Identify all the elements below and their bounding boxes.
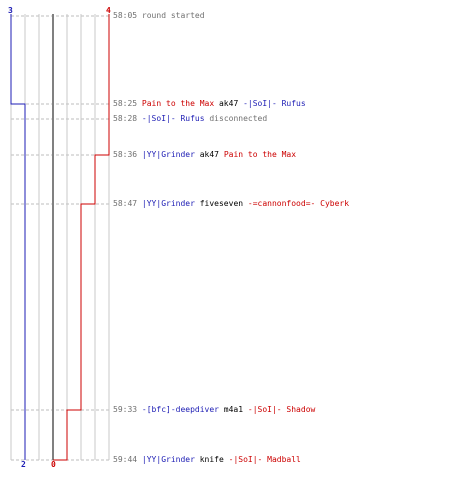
event-text-part: -=cannonfood=- Cyberk (247, 199, 350, 208)
event-time: 59:33 (113, 405, 138, 414)
event-text-part: m4a1 (218, 405, 248, 414)
red-start-count: 4 (106, 6, 111, 15)
event-text-part: ak47 (214, 99, 244, 108)
blue-team-line (10, 14, 26, 460)
blue-end-count: 2 (21, 460, 26, 469)
event-time: 58:05 (113, 11, 138, 20)
event-text-part: |YY|Grinder (141, 455, 195, 464)
event-text-part: knife (194, 455, 229, 464)
event-text-part: -|SoI|- Madball (228, 455, 301, 464)
red-team-line (53, 14, 110, 461)
event-time: 58:36 (113, 150, 138, 159)
event-time: 58:25 (113, 99, 138, 108)
event-text-part: disconnected (204, 114, 268, 123)
event-text-part: fiveseven (194, 199, 248, 208)
event-row: 58:25 Pain to the Max ak47 -|SoI|- Rufus (113, 98, 306, 110)
red-end-count: 0 (51, 460, 56, 469)
event-row: 59:33 -[bfc]-deepdiver m4a1 -|SoI|- Shad… (113, 404, 315, 416)
event-time: 58:47 (113, 199, 138, 208)
event-row: 58:05 round started (113, 10, 205, 22)
event-text-part: |YY|Grinder (141, 199, 195, 208)
event-text-part: |YY|Grinder (141, 150, 195, 159)
event-row: 58:47 |YY|Grinder fiveseven -=cannonfood… (113, 198, 349, 210)
event-row: 58:28 -|SoI|- Rufus disconnected (113, 113, 267, 125)
event-text-part: ak47 (194, 150, 224, 159)
event-text-part: -|SoI|- Rufus (243, 99, 306, 108)
event-text-part: -[bfc]-deepdiver (141, 405, 219, 414)
event-time: 58:28 (113, 114, 138, 123)
blue-start-count: 3 (8, 6, 13, 15)
event-text-part: -|SoI|- Rufus (141, 114, 205, 123)
event-text-part: round started (141, 11, 205, 20)
event-row: 59:44 |YY|Grinder knife -|SoI|- Madball (113, 454, 301, 466)
event-text-part: Pain to the Max (141, 99, 215, 108)
event-time: 59:44 (113, 455, 138, 464)
event-row: 58:36 |YY|Grinder ak47 Pain to the Max (113, 149, 296, 161)
event-text-part: -|SoI|- Shadow (247, 405, 316, 414)
event-text-part: Pain to the Max (223, 150, 297, 159)
